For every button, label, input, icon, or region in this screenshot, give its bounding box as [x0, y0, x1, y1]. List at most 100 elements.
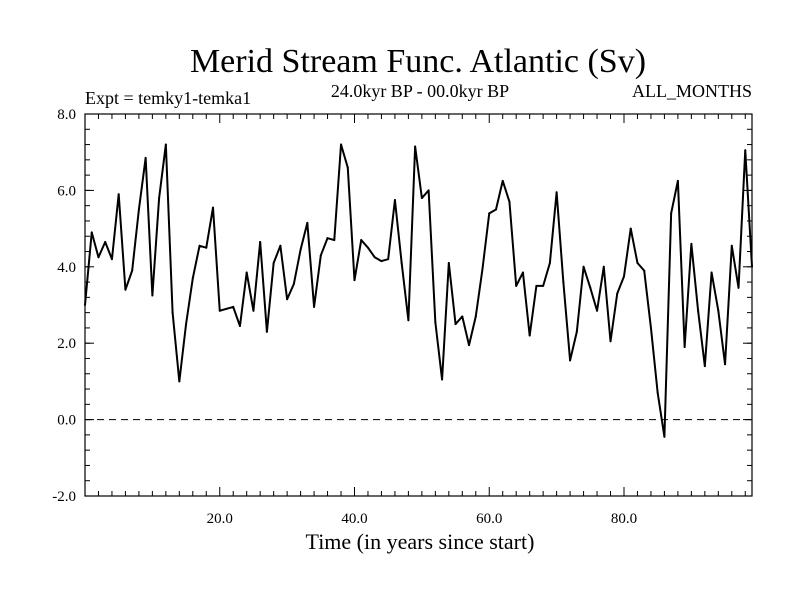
data-point [292, 282, 295, 285]
data-point [454, 323, 457, 326]
time-range-label: 24.0kyr BP - 00.0kyr BP [331, 81, 509, 101]
data-point [427, 189, 430, 192]
data-point [434, 321, 437, 324]
x-tick-labels: 20.0 40.0 60.0 80.0 [207, 511, 637, 527]
data-point [319, 254, 322, 257]
data-point [461, 315, 464, 318]
data-point [676, 179, 679, 182]
data-points [84, 143, 753, 438]
data-point [272, 261, 275, 264]
data-point [744, 149, 747, 152]
data-point [225, 307, 228, 310]
data-point [366, 246, 369, 249]
data-point [171, 311, 174, 314]
data-point [515, 284, 518, 287]
data-point [158, 197, 161, 200]
data-point [649, 326, 652, 329]
data-point [643, 269, 646, 272]
data-point [703, 365, 706, 368]
data-point [622, 275, 625, 278]
data-point [144, 156, 147, 159]
y-tick-labels: -2.0 0.0 2.0 4.0 6.0 8.0 [52, 107, 76, 505]
data-point [468, 344, 471, 347]
data-point [656, 391, 659, 394]
data-point [393, 198, 396, 201]
data-point [575, 330, 578, 333]
data-point [420, 197, 423, 200]
data-point [279, 244, 282, 247]
data-point [717, 309, 720, 312]
data-point [191, 277, 194, 280]
data-point [542, 284, 545, 287]
data-point [609, 340, 612, 343]
data-point [548, 261, 551, 264]
data-point [164, 143, 167, 146]
data-point [474, 315, 477, 318]
data-point [387, 258, 390, 261]
data-point [629, 227, 632, 230]
data-point [360, 239, 363, 242]
tick-marks [84, 113, 752, 497]
data-point [508, 200, 511, 203]
data-point [589, 286, 592, 289]
data-point [286, 298, 289, 301]
data-point [670, 212, 673, 215]
data-point [555, 191, 558, 194]
data-point [84, 304, 86, 306]
data-point [730, 244, 733, 247]
y-tick-label: 0.0 [57, 413, 76, 429]
data-point [494, 208, 497, 211]
data-point [299, 248, 302, 251]
x-tick-label: 80.0 [611, 511, 637, 527]
data-point [259, 240, 262, 243]
data-point [313, 305, 316, 308]
data-point [737, 286, 740, 289]
data-point [751, 265, 753, 268]
data-point [690, 242, 693, 245]
series-line [84, 143, 753, 438]
data-point [501, 179, 504, 182]
data-point [602, 265, 605, 268]
data-point [90, 231, 93, 234]
y-tick-label: 2.0 [57, 336, 76, 352]
x-tick-label: 60.0 [476, 511, 502, 527]
data-point [110, 258, 113, 261]
data-point [400, 261, 403, 264]
data-point [488, 212, 491, 215]
data-point [131, 269, 134, 272]
data-point [569, 359, 572, 362]
data-point [185, 323, 188, 326]
data-point [198, 244, 201, 247]
data-point [521, 271, 524, 274]
data-point [340, 143, 343, 146]
x-tick-label: 40.0 [341, 511, 367, 527]
chart-title: Merid Stream Func. Atlantic (Sv) [190, 43, 646, 80]
y-tick-label: 6.0 [57, 183, 76, 199]
data-point [212, 206, 215, 209]
data-point [178, 380, 181, 383]
data-point [104, 240, 107, 243]
data-point [205, 246, 208, 249]
data-point [447, 261, 450, 264]
data-point [582, 265, 585, 268]
data-point [151, 294, 154, 297]
data-point [441, 378, 444, 381]
data-point [481, 267, 484, 270]
y-tick-label: 8.0 [57, 107, 76, 123]
data-point [124, 288, 127, 291]
data-point [353, 279, 356, 282]
data-point [562, 281, 565, 284]
data-point [326, 237, 329, 240]
data-point [245, 271, 248, 274]
data-point [407, 319, 410, 322]
data-point [596, 309, 599, 312]
data-point [306, 221, 309, 224]
data-point [265, 330, 268, 333]
data-point [373, 256, 376, 259]
y-tick-label: -2.0 [52, 489, 76, 505]
data-point [414, 145, 417, 148]
y-tick-label: 4.0 [57, 260, 76, 276]
data-point [117, 193, 120, 196]
data-point [218, 309, 221, 312]
data-point [528, 334, 531, 337]
